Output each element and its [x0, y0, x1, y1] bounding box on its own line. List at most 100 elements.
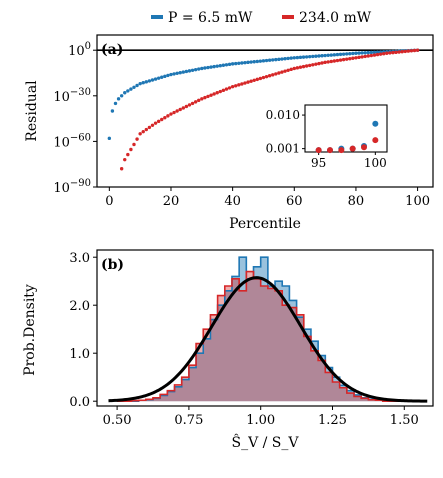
a-point — [197, 67, 201, 71]
a-point — [341, 57, 346, 62]
a-point — [264, 74, 269, 79]
a-point — [160, 117, 164, 122]
a-point — [113, 101, 118, 106]
a-point — [200, 97, 204, 101]
a-point — [206, 65, 210, 70]
a-point — [119, 167, 124, 171]
a-point — [357, 55, 361, 60]
a-point — [193, 67, 198, 72]
a-point — [372, 50, 377, 55]
a-xtick-label: 40 — [224, 194, 241, 209]
a-point — [354, 51, 358, 55]
a-point — [224, 87, 229, 91]
a-point — [221, 88, 226, 93]
a-point — [344, 52, 349, 56]
a-point — [203, 66, 207, 70]
a-point — [193, 100, 198, 104]
inset-xtick-label: 100 — [364, 156, 387, 170]
fit-curve — [108, 276, 428, 403]
a-point — [360, 51, 364, 55]
a-point — [126, 152, 130, 157]
a-point — [348, 51, 352, 56]
a-point — [326, 53, 330, 57]
a-point — [406, 49, 411, 53]
panel-b-tag: (b) — [101, 257, 124, 273]
a-point — [166, 114, 170, 118]
a-point — [280, 57, 284, 61]
a-point — [264, 58, 269, 63]
a-point — [230, 62, 235, 66]
a-point — [391, 50, 395, 55]
a-point — [271, 73, 275, 77]
a-point — [150, 123, 155, 127]
a-point — [366, 50, 370, 55]
a-point — [129, 147, 133, 152]
a-point — [249, 79, 253, 83]
a-point — [203, 95, 207, 100]
a-point — [184, 69, 189, 74]
a-point — [311, 63, 315, 67]
a-point — [227, 86, 232, 90]
inset-point — [361, 144, 367, 151]
a-point — [304, 64, 309, 68]
b-xtick-label: 1.50 — [390, 413, 419, 428]
inset-point — [315, 147, 322, 154]
a-point — [307, 54, 312, 59]
inset-frame — [304, 104, 388, 153]
a-point — [289, 56, 293, 60]
a-point — [237, 61, 241, 65]
a-point — [292, 56, 296, 60]
a-point — [320, 54, 324, 58]
a-xtick-label: 100 — [405, 194, 430, 209]
a-ytick-label: 10−90 — [53, 178, 91, 196]
a-point — [147, 79, 152, 83]
a-point — [351, 56, 355, 60]
a-point — [215, 91, 219, 95]
a-point — [110, 109, 115, 113]
a-point — [138, 132, 142, 136]
a-point — [178, 107, 182, 112]
a-point — [144, 80, 149, 84]
a-point — [332, 59, 337, 63]
a-point — [341, 52, 346, 56]
a-point — [363, 54, 367, 59]
a-point — [234, 61, 238, 66]
a-point — [163, 74, 167, 79]
b-ytick-label: 2.0 — [69, 299, 90, 314]
a-point — [323, 53, 327, 58]
inset: 95 100 0.010 0.001 — [266, 104, 388, 170]
a-point — [317, 61, 321, 66]
a-point — [283, 69, 287, 73]
panel-b: (b) Ŝ_V / S_V Prob.Density 0.50 0.75 1.00 1… — [22, 249, 434, 451]
a-point — [234, 84, 238, 88]
a-point — [135, 137, 139, 141]
a-point — [277, 71, 281, 75]
a-xtick-label: 60 — [286, 194, 303, 209]
a-point — [258, 59, 263, 63]
a-point — [212, 92, 216, 96]
a-point — [181, 106, 186, 110]
a-xtick-label: 20 — [163, 194, 180, 209]
a-point — [354, 56, 358, 60]
a-point — [150, 78, 155, 82]
a-point — [126, 89, 130, 93]
inset-point — [338, 147, 345, 154]
hist-fill-blue — [117, 257, 412, 402]
b-xtick-label: 1.00 — [246, 413, 275, 428]
a-point — [209, 93, 213, 97]
hist-outline-blue — [117, 256, 412, 402]
legend-swatch-blue — [151, 15, 163, 19]
panel-b-xlabel: Ŝ_V / S_V — [231, 433, 299, 451]
a-point — [369, 50, 374, 55]
a-point — [141, 81, 145, 85]
a-point — [160, 75, 164, 79]
a-point — [369, 53, 374, 58]
a-point — [348, 57, 352, 61]
b-xtick-label: 0.50 — [103, 413, 132, 428]
a-point — [271, 58, 275, 62]
a-point — [243, 60, 247, 65]
a-point — [261, 59, 266, 63]
a-point — [107, 136, 112, 141]
a-point — [141, 129, 145, 134]
a-point — [400, 50, 404, 54]
